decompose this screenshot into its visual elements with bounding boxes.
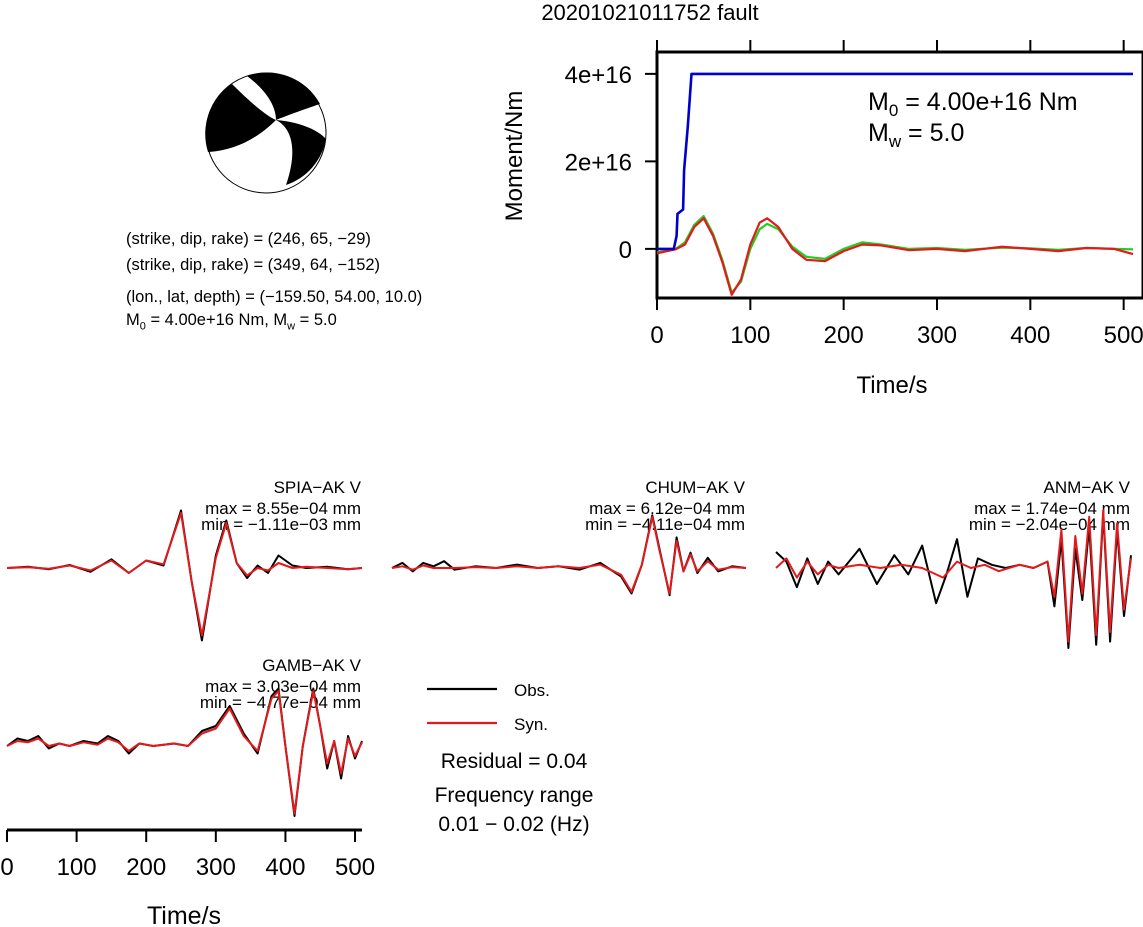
moment-ylabel: Moment/Nm	[501, 91, 528, 222]
station-min: min = −4.11e−04 mm	[585, 515, 745, 534]
moment-y-axis: 0 2e+16 4e+16	[565, 62, 657, 264]
frequency-range-value: 0.01 − 0.02 (Hz)	[438, 813, 589, 836]
waveform-x-tick-label: 0	[0, 854, 13, 881]
beachball	[205, 72, 327, 194]
moment-x-tick-label: 300	[917, 322, 957, 349]
event-location: (lon., lat, depth) = (−159.50, 54.00, 10…	[126, 288, 423, 306]
station-min: min = −1.11e−03 mm	[201, 515, 361, 534]
m0-annotation: M0 = 4.00e+16 Nm	[868, 88, 1078, 120]
waveform-x-tick-label: 300	[196, 854, 236, 881]
legend-obs-label: Obs.	[514, 681, 550, 700]
residual-label: Residual = 0.04	[441, 750, 588, 773]
station-max: max = 3.03e−04 mm	[205, 677, 361, 696]
waveform-x-tick-label: 400	[265, 854, 305, 881]
station-name: GAMB−AK V	[262, 656, 361, 675]
station-name: SPIA−AK V	[274, 478, 362, 497]
mw-annotation: Mw = 5.0	[868, 119, 964, 151]
synthetic-trace	[391, 516, 747, 595]
station-min: min = −2.04e−04 mm	[969, 515, 1130, 534]
figure-title: 20201021011752 fault	[541, 0, 759, 25]
waveform-xlabel: Time/s	[147, 902, 221, 927]
waveform-x-axis: 0 100 200 300 400 500	[0, 828, 375, 881]
moment-x-axis: 0 100 200 300 400 500	[650, 40, 1143, 349]
moment-y-tick-label: 2e+16	[565, 149, 632, 176]
station-name: CHUM−AK V	[645, 478, 745, 497]
station-max: max = 8.55e−04 mm	[205, 499, 361, 518]
moment-y-tick-label: 0	[619, 237, 632, 264]
moment-plot-frame	[655, 50, 1143, 300]
nodal-plane-2: (strike, dip, rake) = (349, 64, −152)	[126, 256, 381, 274]
cumulative-moment-line	[657, 72, 1133, 251]
moment-red-trace	[656, 217, 1134, 296]
frequency-range-label: Frequency range	[435, 784, 594, 807]
waveform-x-tick-label: 200	[126, 854, 166, 881]
moment-x-tick-label: 400	[1010, 322, 1050, 349]
waveform-x-tick-label: 100	[57, 854, 97, 881]
synthetic-trace	[775, 509, 1132, 643]
moment-summary: M0 = 4.00e+16 Nm, Mw = 5.0	[126, 311, 337, 333]
moment-x-tick-label: 200	[824, 322, 864, 349]
moment-plot-lines	[656, 72, 1134, 296]
station-max: max = 1.74e−04 mm	[974, 499, 1130, 518]
moment-x-tick-label: 500	[1104, 322, 1143, 349]
synthetic-trace	[6, 690, 363, 815]
station-name: ANM−AK V	[1044, 478, 1131, 497]
nodal-plane-1: (strike, dip, rake) = (246, 65, −29)	[126, 230, 371, 248]
legend: Obs. Syn.	[427, 681, 550, 734]
waveform-x-tick-label: 500	[335, 854, 375, 881]
moment-xlabel: Time/s	[856, 372, 927, 399]
beachball-compressional-2	[247, 72, 320, 120]
moment-y-tick-label: 4e+16	[565, 62, 632, 89]
beachball-compressional-3	[276, 120, 326, 185]
moment-x-tick-label: 0	[650, 322, 663, 349]
station-max: max = 6.12e−04 mm	[589, 499, 745, 518]
moment-x-tick-label: 100	[730, 322, 770, 349]
legend-syn-label: Syn.	[514, 715, 548, 734]
beachball-compressional-1	[205, 84, 276, 152]
synthetic-trace	[6, 512, 363, 637]
